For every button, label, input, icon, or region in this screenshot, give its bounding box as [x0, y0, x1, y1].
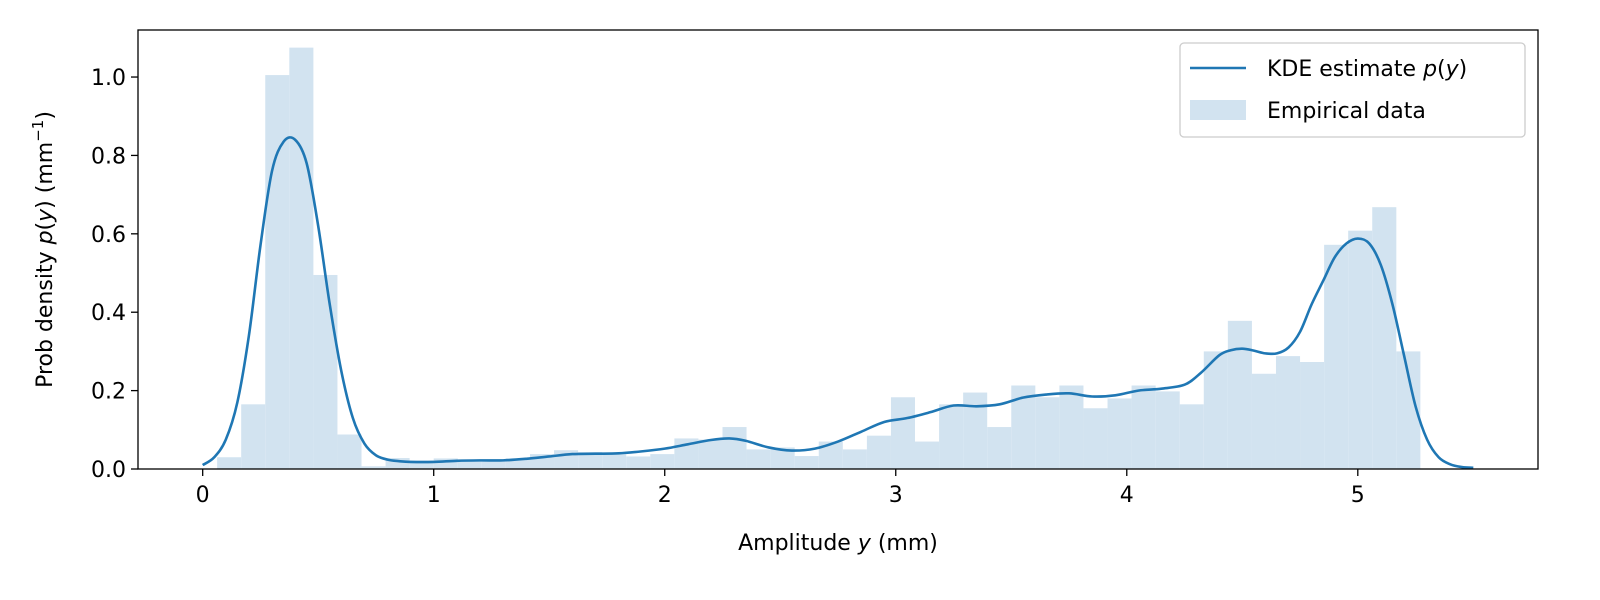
histogram-bar — [746, 449, 771, 469]
histogram-bars — [217, 47, 1421, 470]
histogram-bar — [915, 441, 940, 469]
x-tick-label: 2 — [658, 483, 672, 508]
histogram-bar — [289, 47, 314, 469]
plot-frame — [137, 29, 1539, 470]
histogram-bar — [578, 452, 603, 469]
legend-histogram-label: Empirical data — [1267, 99, 1426, 124]
histogram-bar — [650, 454, 675, 469]
legend-kde-label: KDE estimate p(y) — [1267, 57, 1467, 82]
histogram-bar — [698, 439, 723, 469]
histogram-bar — [1203, 351, 1228, 469]
y-axis-ticks: 0.0 0.2 0.4 0.6 0.8 1.0 — [91, 66, 138, 483]
histogram-bar — [1083, 408, 1108, 469]
histogram-bar — [1251, 373, 1276, 469]
histogram-bar — [939, 404, 964, 469]
histogram-bar — [890, 397, 915, 469]
histogram-bar — [433, 458, 458, 469]
histogram-bar — [842, 449, 867, 469]
x-tick-label: 1 — [427, 483, 441, 508]
histogram-bar — [1107, 398, 1132, 469]
histogram-bar — [337, 434, 362, 469]
histogram-bar — [385, 458, 410, 469]
histogram-bar — [217, 457, 242, 469]
legend-box — [1179, 42, 1526, 138]
histogram-bar — [963, 392, 988, 469]
histogram-bar — [722, 427, 747, 469]
x-tick-label: 4 — [1120, 483, 1134, 508]
histogram-bar — [1179, 404, 1204, 469]
y-tick-label: 0.6 — [91, 223, 126, 248]
kde-curve — [201, 136, 1474, 470]
y-tick-label: 0.0 — [91, 458, 126, 483]
histogram-bar — [1275, 356, 1301, 469]
y-tick-label: 0.8 — [91, 144, 126, 169]
histogram-bar — [1300, 361, 1325, 469]
histogram-bar — [1227, 320, 1252, 469]
histogram-bar — [866, 435, 891, 469]
histogram-bar — [313, 274, 338, 469]
histogram-bar — [409, 460, 434, 469]
y-tick-label: 1.0 — [91, 66, 126, 91]
histogram-bar — [770, 447, 795, 469]
legend: KDE estimate p(y) Empirical data — [1179, 42, 1526, 138]
histogram-bar — [265, 75, 290, 469]
histogram-bar — [361, 466, 386, 469]
x-tick-label: 5 — [1351, 483, 1365, 508]
y-tick-label: 0.4 — [91, 301, 126, 326]
histogram-bar — [602, 454, 627, 469]
histogram-bar — [1348, 230, 1373, 469]
histogram-bar — [1059, 385, 1084, 469]
y-tick-label: 0.2 — [91, 380, 126, 405]
histogram-bar — [1155, 391, 1180, 469]
x-tick-label: 0 — [196, 483, 210, 508]
legend-histogram-swatch — [1190, 100, 1246, 120]
histogram-bar — [241, 404, 266, 469]
histogram-bar — [626, 456, 651, 469]
histogram-bar — [1324, 244, 1349, 469]
histogram-bar — [1372, 207, 1397, 470]
x-axis-label: Amplitude y (mm) — [738, 531, 938, 556]
y-axis-label: Prob density p(y) (mm−1) — [29, 111, 58, 388]
histogram-bar — [794, 456, 819, 469]
histogram-bar — [457, 460, 482, 469]
histogram-bar — [1035, 397, 1060, 469]
x-axis-ticks: 0 1 2 3 4 5 — [196, 469, 1365, 508]
x-tick-label: 3 — [889, 483, 903, 508]
histogram-bar — [505, 458, 530, 469]
histogram-bar — [987, 427, 1012, 469]
histogram-bar — [481, 460, 506, 469]
histogram-bar — [1131, 385, 1156, 469]
